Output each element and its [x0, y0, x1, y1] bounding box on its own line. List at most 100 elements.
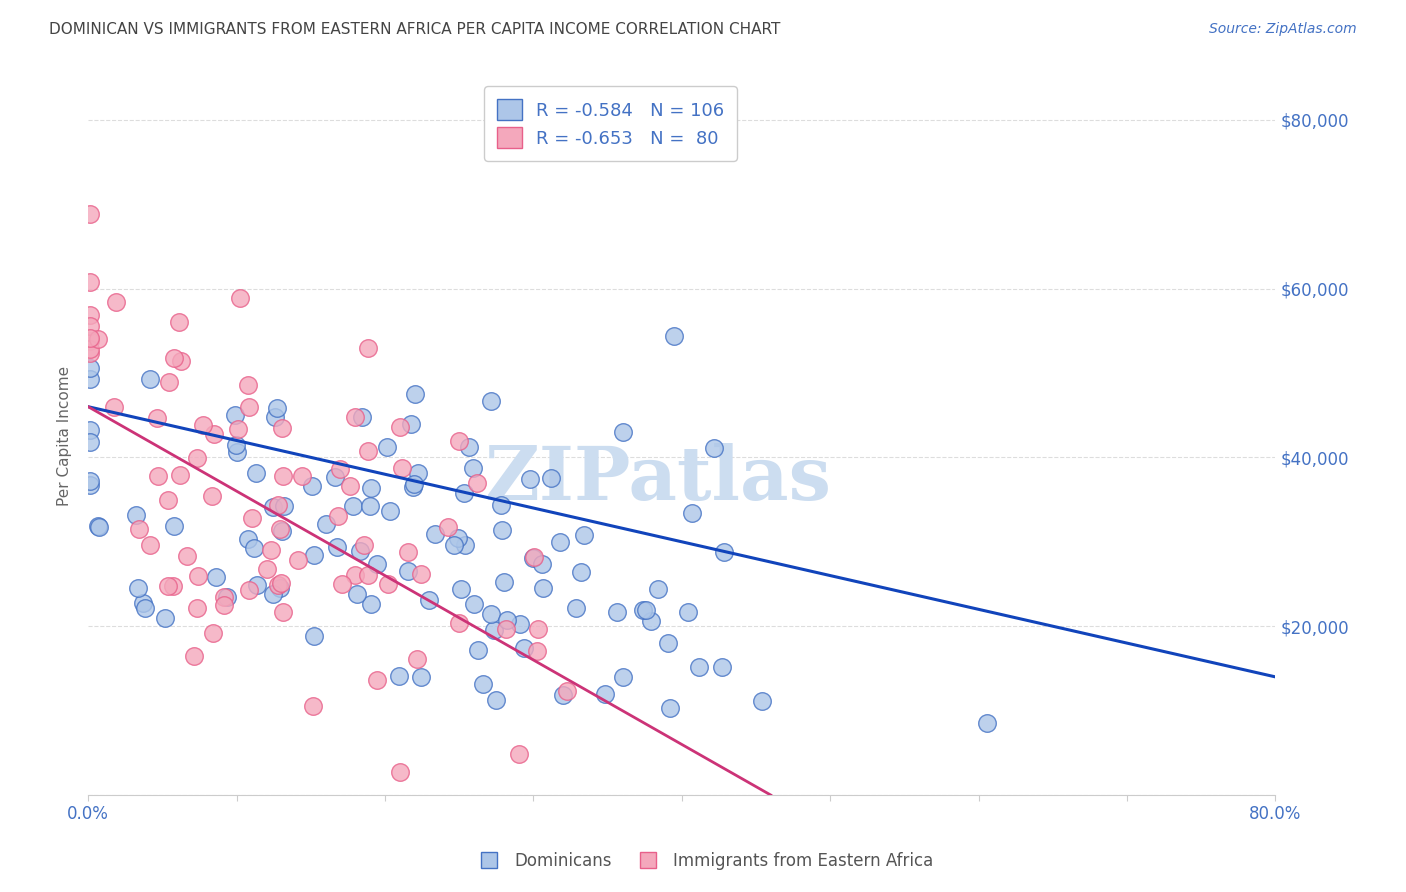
Point	[127, 581, 149, 595]
Point	[550, 535, 572, 549]
Point	[406, 651, 429, 665]
Point	[396, 564, 419, 578]
Point	[246, 578, 269, 592]
Point	[357, 567, 380, 582]
Point	[463, 597, 485, 611]
Point	[157, 375, 180, 389]
Point	[186, 451, 208, 466]
Point	[128, 522, 150, 536]
Point	[243, 541, 266, 555]
Point	[443, 538, 465, 552]
Point	[87, 518, 110, 533]
Point	[79, 360, 101, 375]
Point	[530, 557, 553, 571]
Point	[79, 342, 101, 356]
Point	[302, 548, 325, 562]
Point	[301, 479, 323, 493]
Point	[264, 410, 287, 425]
Point	[79, 478, 101, 492]
Point	[229, 291, 252, 305]
Point	[271, 469, 294, 483]
Point	[146, 468, 169, 483]
Point	[471, 677, 494, 691]
Point	[79, 330, 101, 344]
Point	[270, 576, 292, 591]
Point	[465, 476, 488, 491]
Point	[212, 591, 235, 605]
Point	[447, 434, 470, 449]
Point	[238, 401, 260, 415]
Point	[240, 511, 263, 525]
Point	[396, 544, 419, 558]
Point	[226, 445, 249, 459]
Point	[270, 420, 292, 434]
Point	[87, 332, 110, 346]
Point	[176, 549, 198, 563]
Point	[402, 480, 425, 494]
Point	[453, 485, 475, 500]
Point	[636, 603, 658, 617]
Point	[236, 378, 259, 392]
Point	[163, 519, 186, 533]
Point	[215, 590, 238, 604]
Point	[262, 587, 284, 601]
Point	[491, 523, 513, 537]
Point	[572, 528, 595, 542]
Point	[391, 461, 413, 475]
Point	[531, 581, 554, 595]
Point	[323, 470, 346, 484]
Point	[162, 351, 184, 366]
Point	[353, 538, 375, 552]
Point	[454, 538, 477, 552]
Point	[688, 660, 710, 674]
Point	[647, 582, 669, 596]
Point	[401, 417, 423, 431]
Point	[378, 504, 401, 518]
Point	[79, 371, 101, 385]
Point	[170, 353, 193, 368]
Point	[344, 410, 367, 425]
Point	[662, 329, 685, 343]
Point	[169, 468, 191, 483]
Point	[201, 490, 224, 504]
Point	[492, 575, 515, 590]
Point	[606, 605, 628, 619]
Point	[612, 425, 634, 440]
Point	[225, 438, 247, 452]
Point	[489, 498, 512, 512]
Point	[205, 570, 228, 584]
Point	[702, 442, 724, 456]
Point	[495, 622, 517, 636]
Point	[162, 579, 184, 593]
Point	[408, 466, 430, 480]
Point	[527, 623, 550, 637]
Point	[375, 440, 398, 454]
Point	[287, 552, 309, 566]
Point	[273, 605, 295, 619]
Point	[540, 471, 562, 485]
Point	[156, 493, 179, 508]
Point	[245, 467, 267, 481]
Point	[447, 531, 470, 545]
Point	[346, 587, 368, 601]
Point	[551, 689, 574, 703]
Legend: Dominicans, Immigrants from Eastern Africa: Dominicans, Immigrants from Eastern Afri…	[465, 846, 941, 877]
Point	[79, 474, 101, 488]
Point	[315, 516, 337, 531]
Point	[612, 669, 634, 683]
Point	[138, 538, 160, 552]
Point	[266, 401, 288, 415]
Point	[212, 599, 235, 613]
Point	[79, 276, 101, 290]
Legend: R = -0.584   N = 106, R = -0.653   N =  80: R = -0.584 N = 106, R = -0.653 N = 80	[484, 87, 737, 161]
Point	[87, 519, 110, 533]
Point	[479, 393, 502, 408]
Point	[356, 444, 378, 458]
Text: Source: ZipAtlas.com: Source: ZipAtlas.com	[1209, 22, 1357, 37]
Text: DOMINICAN VS IMMIGRANTS FROM EASTERN AFRICA PER CAPITA INCOME CORRELATION CHART: DOMINICAN VS IMMIGRANTS FROM EASTERN AFR…	[49, 22, 780, 37]
Point	[79, 318, 101, 333]
Point	[79, 207, 101, 221]
Point	[326, 541, 349, 555]
Point	[224, 409, 246, 423]
Point	[79, 345, 101, 359]
